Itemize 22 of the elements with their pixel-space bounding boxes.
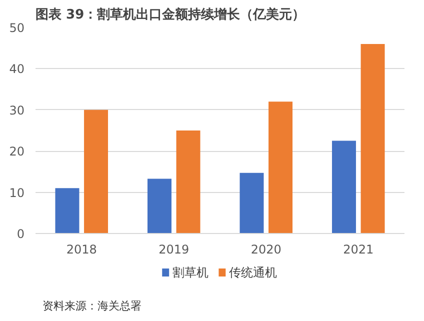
legend-label: 割草机 <box>172 266 209 280</box>
y-tick-label: 10 <box>9 186 25 200</box>
y-tick-label: 30 <box>9 103 25 118</box>
bar <box>147 178 172 234</box>
bar <box>84 110 108 234</box>
chart-title: 图表 39：割草机出口金额持续增长（亿美元） <box>36 6 306 22</box>
legend-label: 传统通机 <box>229 266 278 280</box>
x-tick-label: 2020 <box>250 242 282 256</box>
x-tick-label: 2019 <box>158 242 190 256</box>
y-tick-label: 0 <box>16 227 25 241</box>
x-tick-label: 2018 <box>66 242 97 256</box>
bar <box>268 102 293 234</box>
text: 资料来源：海关总署 <box>42 300 142 312</box>
x-tick-label: 2021 <box>343 242 374 256</box>
y-tick-label: 20 <box>9 144 25 159</box>
bar <box>176 130 200 234</box>
y-tick-label: 40 <box>9 62 25 76</box>
y-tick-label: 50 <box>9 21 25 35</box>
bar <box>55 188 80 234</box>
bar <box>360 44 385 234</box>
bar <box>332 140 356 234</box>
bar <box>240 172 264 234</box>
